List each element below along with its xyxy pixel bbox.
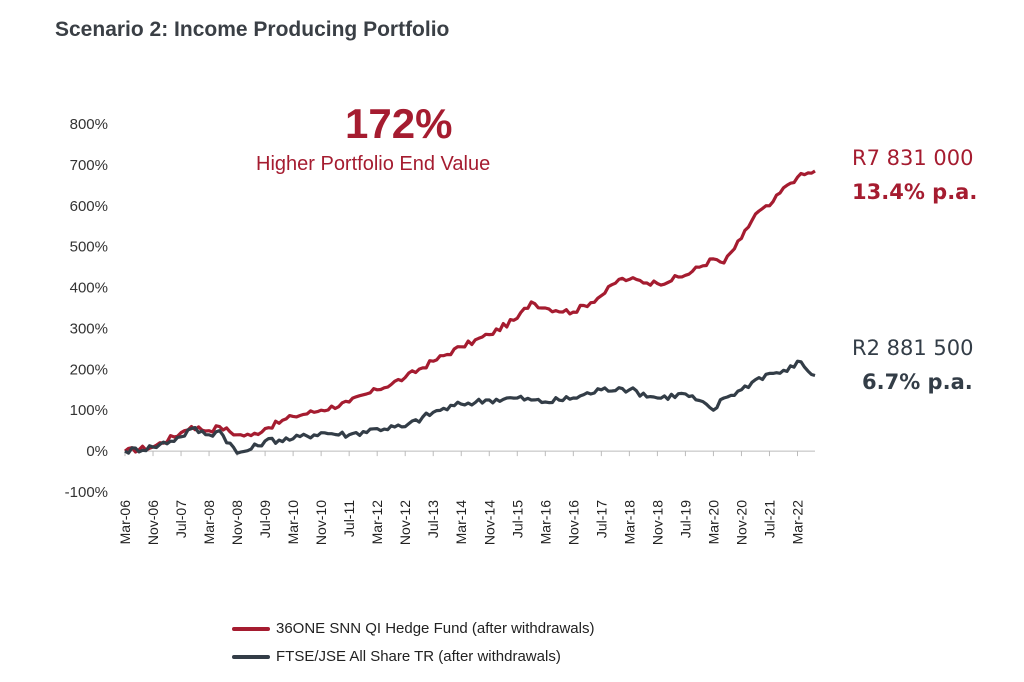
legend-item-index: FTSE/JSE All Share TR (after withdrawals… [232,648,561,665]
x-tick-label: Nov-08 [229,500,245,545]
x-tick-label: Jul-07 [173,500,189,538]
x-tick-label: Jul-15 [509,500,525,538]
legend-swatch-index [232,654,270,659]
x-tick-label: Jul-11 [341,500,357,537]
x-tick-label: Nov-20 [733,500,749,545]
x-tick-label: Jul-13 [425,500,441,538]
x-tick-label: Jul-21 [761,500,777,538]
x-tick-label: Nov-10 [313,500,329,545]
index-end-value: R2 881 500 [852,336,974,360]
y-tick-label: 200% [70,361,108,378]
y-tick-label: 0% [86,443,108,460]
x-tick-label: Jul-19 [677,500,693,538]
x-tick-label: Mar-10 [285,500,301,545]
y-tick-label: 600% [70,198,108,215]
x-tick-label: Mar-14 [453,500,469,545]
fund-annual-return: 13.4% p.a. [852,180,978,204]
callout-percentage: 172% [345,100,453,147]
x-tick-label: Nov-16 [565,500,581,545]
x-tick-label: Nov-06 [145,500,161,545]
x-tick-label: Mar-06 [117,500,133,545]
legend-label-fund: 36ONE SNN QI Hedge Fund (after withdrawa… [276,620,595,637]
x-tick-label: Mar-20 [705,500,721,545]
legend-item-fund: 36ONE SNN QI Hedge Fund (after withdrawa… [232,620,594,637]
legend-swatch-fund [232,626,270,631]
chart-title: Scenario 2: Income Producing Portfolio [55,18,450,41]
x-tick-label: Nov-14 [481,500,497,545]
x-tick-label: Mar-08 [201,500,217,545]
series-line-fund [124,169,816,454]
y-tick-label: 500% [70,239,108,256]
x-tick-label: Jul-09 [257,500,273,538]
legend-label-index: FTSE/JSE All Share TR (after withdrawals… [276,648,561,665]
y-tick-label: 700% [70,157,108,174]
x-tick-label: Mar-12 [369,500,385,545]
y-tick-label: 100% [70,402,108,419]
x-tick-label: Mar-18 [621,500,637,545]
fund-end-value: R7 831 000 [852,146,974,170]
index-annual-return: 6.7% p.a. [862,370,973,394]
y-tick-label: 800% [70,116,108,133]
y-tick-label: 300% [70,320,108,337]
y-tick-label: -100% [65,484,108,501]
x-tick-label: Nov-12 [397,500,413,545]
x-tick-label: Nov-18 [649,500,665,545]
y-tick-label: 400% [70,280,108,297]
x-tick-label: Mar-16 [537,500,553,545]
series-line-index [124,359,816,455]
x-tick-label: Mar-22 [789,500,805,545]
x-tick-label: Jul-17 [593,500,609,538]
callout-subtitle: Higher Portfolio End Value [256,153,491,175]
